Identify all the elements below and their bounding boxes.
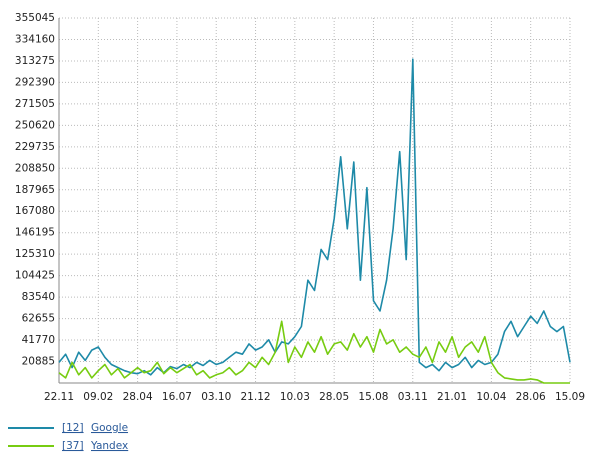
x-tick-label: 28.06 bbox=[516, 391, 546, 403]
y-tick-label: 167080 bbox=[15, 205, 55, 217]
y-tick-label: 104425 bbox=[15, 270, 55, 282]
x-tick-label: 15.09 bbox=[555, 391, 585, 403]
y-tick-label: 250620 bbox=[15, 119, 55, 131]
y-tick-label: 334160 bbox=[15, 33, 55, 45]
y-tick-label: 83540 bbox=[22, 291, 55, 303]
series-line bbox=[58, 320, 570, 384]
y-tick-label: 313275 bbox=[15, 55, 55, 67]
y-tick-label: 355045 bbox=[15, 12, 55, 24]
x-tick-label: 16.07 bbox=[162, 391, 192, 403]
y-tick-label: 41770 bbox=[22, 334, 55, 346]
x-tick-label: 21.01 bbox=[437, 391, 467, 403]
legend-tag[interactable]: [37] bbox=[62, 440, 84, 452]
legend-label[interactable]: Google bbox=[91, 422, 128, 434]
x-tick-label: 10.04 bbox=[476, 391, 506, 403]
x-tick-label: 21.12 bbox=[241, 391, 271, 403]
x-tick-label: 22.11 bbox=[44, 391, 74, 403]
y-tick-label: 62655 bbox=[22, 313, 55, 325]
x-tick-label: 09.02 bbox=[83, 391, 113, 403]
series-line bbox=[58, 58, 571, 376]
x-tick-label: 15.08 bbox=[358, 391, 388, 403]
y-tick-label: 229735 bbox=[15, 141, 55, 153]
legend-tag[interactable]: [12] bbox=[62, 422, 84, 434]
y-tick-label: 208850 bbox=[15, 162, 55, 174]
y-tick-label: 20885 bbox=[22, 356, 55, 368]
y-tick-label: 125310 bbox=[15, 248, 55, 260]
legend-label[interactable]: Yandex bbox=[90, 440, 128, 452]
x-tick-label: 03.10 bbox=[201, 391, 231, 403]
x-tick-label: 28.05 bbox=[319, 391, 349, 403]
y-tick-label: 187965 bbox=[15, 184, 55, 196]
x-tick-label: 10.03 bbox=[280, 391, 310, 403]
y-tick-label: 292390 bbox=[15, 76, 55, 88]
x-tick-label: 28.04 bbox=[123, 391, 153, 403]
x-tick-label: 03.11 bbox=[398, 391, 428, 403]
y-tick-label: 146195 bbox=[15, 227, 55, 239]
y-tick-label: 271505 bbox=[15, 98, 55, 110]
